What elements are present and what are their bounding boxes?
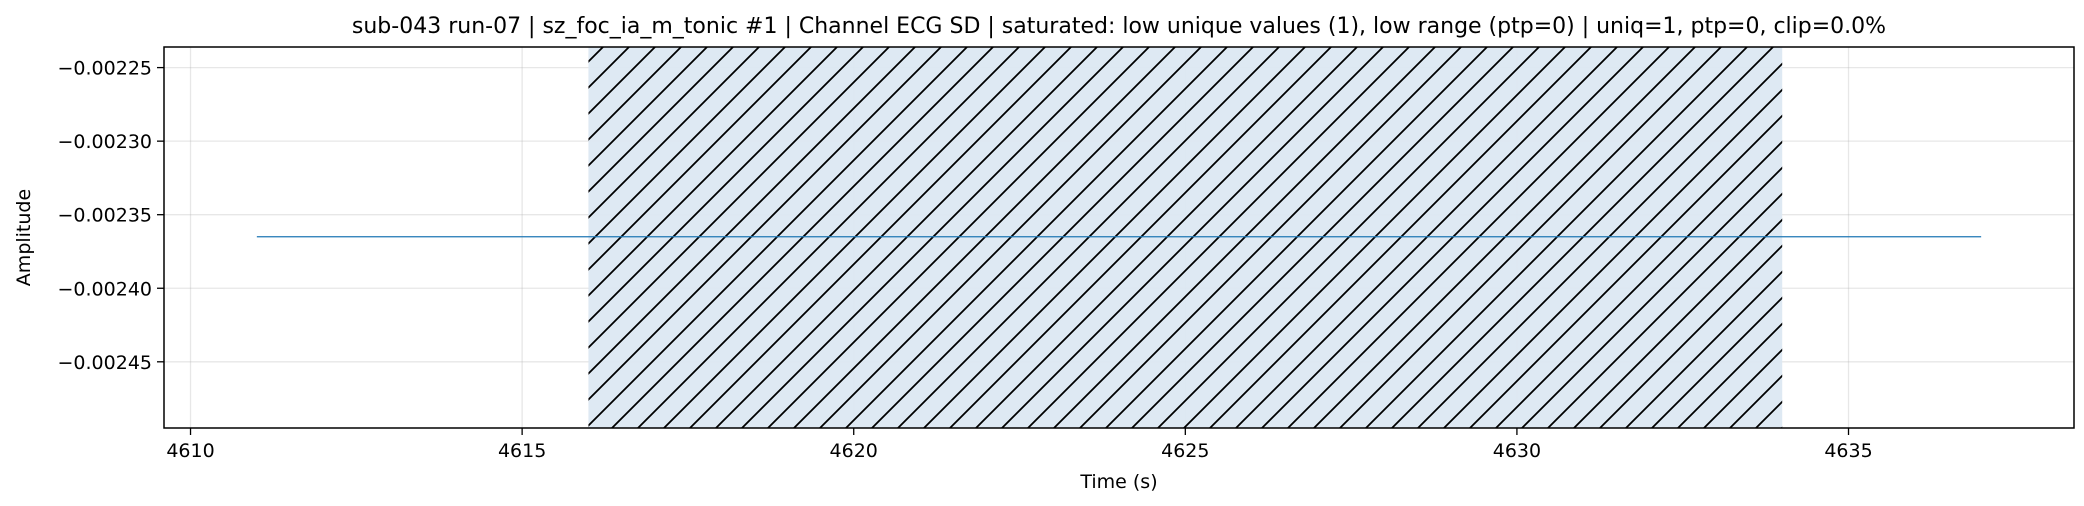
y-tick-label-4: −0.00245 xyxy=(58,352,153,374)
x-tick-label-1: 4615 xyxy=(498,440,546,462)
x-tick-label-3: 4625 xyxy=(1161,440,1209,462)
y-tick-label-1: −0.00230 xyxy=(58,131,153,153)
x-tick-label-4: 4630 xyxy=(1493,440,1541,462)
chart-title: sub-043 run-07 | sz_foc_ia_m_tonic #1 | … xyxy=(352,14,1886,39)
y-tick-label-3: −0.00240 xyxy=(58,278,153,300)
x-axis-title: Time (s) xyxy=(1079,471,1157,493)
y-tick-label-0: −0.00225 xyxy=(58,58,153,80)
y-tick-label-2: −0.00235 xyxy=(58,205,153,227)
highlight-hatch xyxy=(588,47,1783,428)
highlight-region xyxy=(588,47,1783,428)
x-axis: 4610 4615 4620 4625 4630 4635 xyxy=(166,428,1873,462)
y-axis-title: Amplitude xyxy=(13,189,35,286)
x-tick-label-0: 4610 xyxy=(166,440,214,462)
y-axis: −0.00225 −0.00230 −0.00235 −0.00240 −0.00245 xyxy=(58,58,164,374)
x-tick-label-5: 4635 xyxy=(1824,440,1872,462)
plot-frame xyxy=(163,46,2075,429)
x-tick-label-2: 4620 xyxy=(830,440,878,462)
